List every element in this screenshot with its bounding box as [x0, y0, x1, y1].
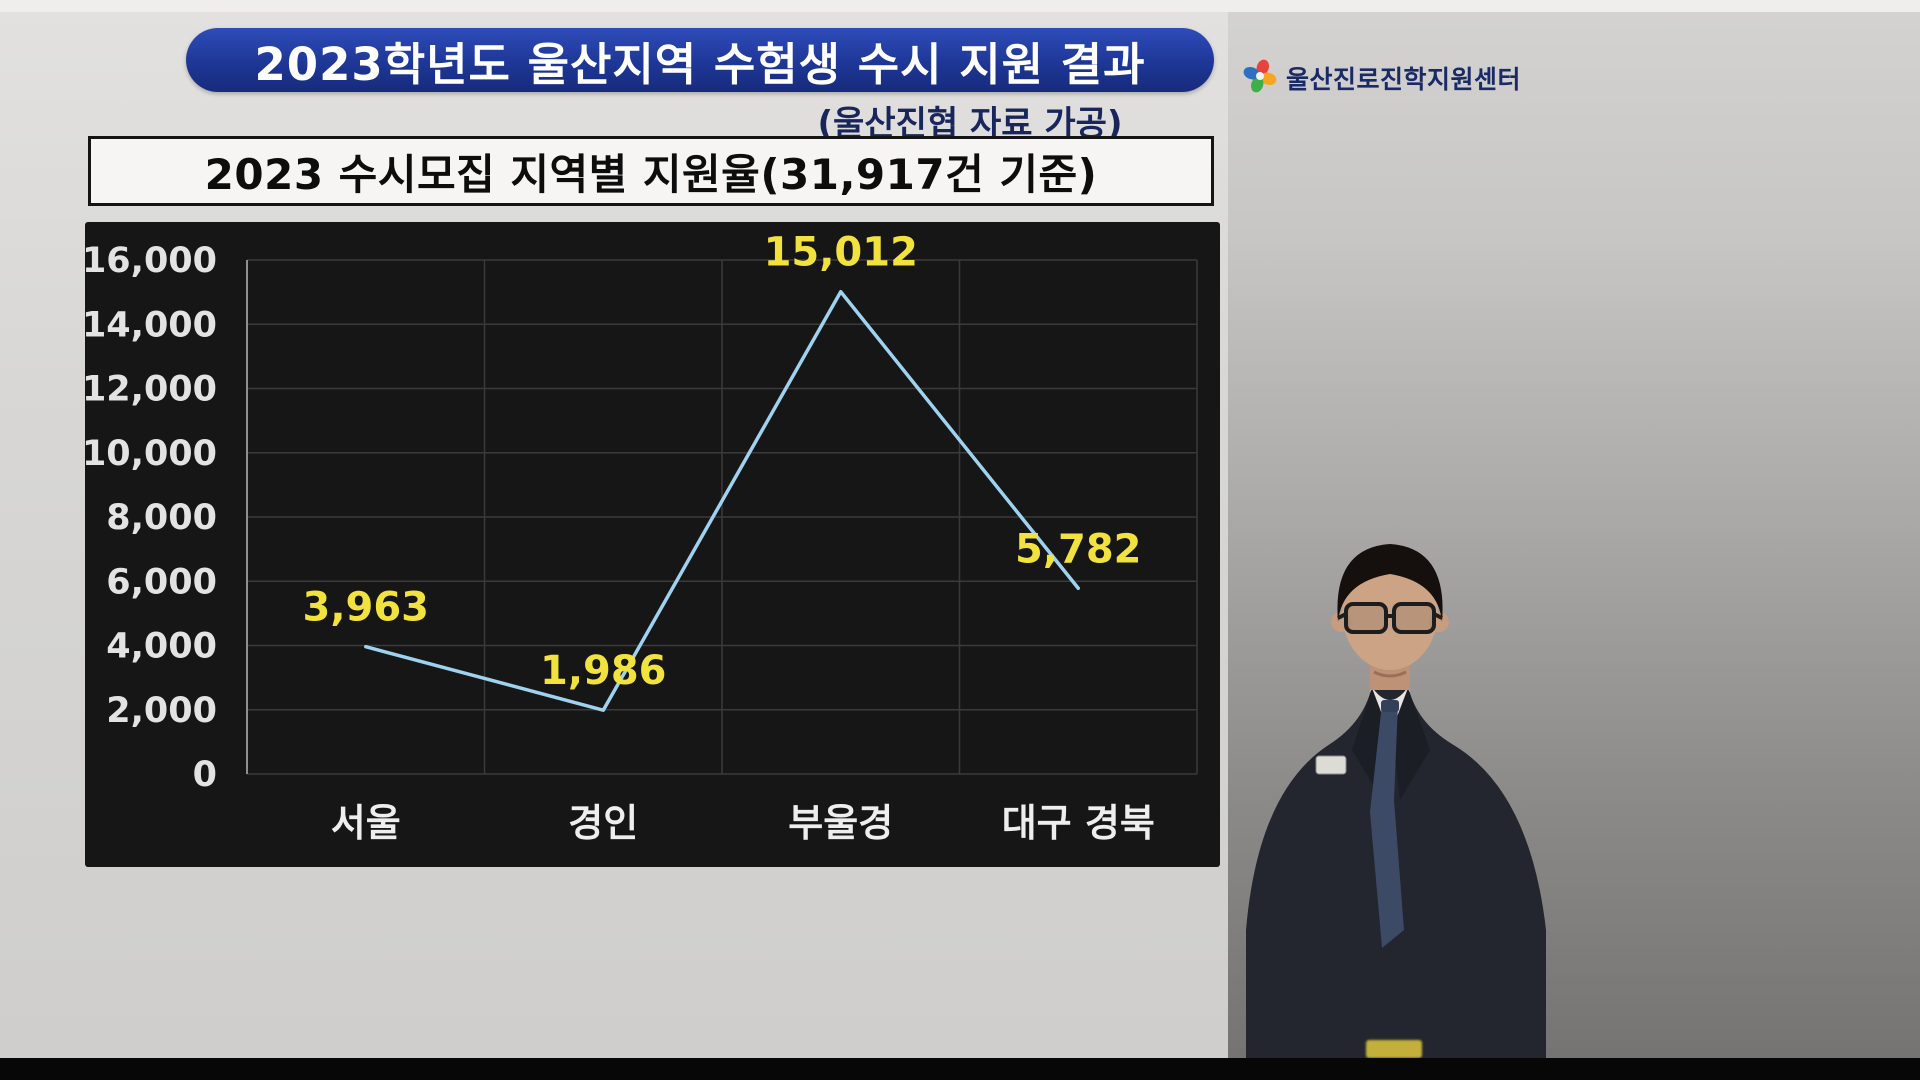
svg-text:대구 경북: 대구 경북 — [1002, 801, 1155, 845]
svg-text:6,000: 6,000 — [106, 562, 217, 602]
svg-text:14,000: 14,000 — [85, 305, 217, 345]
presenter-tie — [1370, 704, 1404, 948]
bottom-edge-bar — [0, 1058, 1920, 1080]
top-edge-strip — [0, 0, 1920, 12]
page-title: 2023학년도 울산지역 수험생 수시 지원 결과 — [254, 37, 1146, 91]
chart-canvas: 0 2,000 4,000 6,000 8,000 10,000 12,000 14,000 1… — [85, 230, 1198, 845]
svg-text:서울: 서울 — [331, 801, 401, 845]
svg-text:8,000: 8,000 — [106, 498, 217, 538]
svg-text:2,000: 2,000 — [106, 691, 217, 731]
svg-text:16,000: 16,000 — [85, 241, 217, 281]
presenter — [1232, 500, 1632, 1058]
svg-text:3,963: 3,963 — [302, 585, 429, 631]
svg-text:10,000: 10,000 — [85, 434, 217, 474]
svg-text:5,782: 5,782 — [1015, 526, 1142, 572]
svg-text:12,000: 12,000 — [85, 370, 217, 410]
svg-text:4,000: 4,000 — [106, 627, 217, 667]
line-chart: 0 2,000 4,000 6,000 8,000 10,000 12,000 14,000 1… — [85, 222, 1220, 867]
svg-text:부울경: 부울경 — [788, 801, 893, 845]
logo-text: 울산진로진학지원센터 — [1286, 65, 1522, 94]
chart-title-box: 2023 수시모집 지역별 지원율(31,917건 기준) — [88, 136, 1214, 206]
svg-text:1,986: 1,986 — [540, 648, 667, 694]
broadcast-watermark — [1366, 1040, 1422, 1058]
logo-flower-icon — [1242, 58, 1278, 98]
presenter-head — [1342, 554, 1438, 670]
presenter-glasses — [1337, 602, 1443, 634]
svg-text:0: 0 — [193, 755, 217, 795]
presenter-hair — [1337, 544, 1443, 622]
title-banner: 2023학년도 울산지역 수험생 수시 지원 결과 — [186, 28, 1214, 92]
center-logo: 울산진로진학지원센터 — [1242, 58, 1521, 98]
svg-text:15,012: 15,012 — [764, 230, 918, 276]
svg-text:경인: 경인 — [568, 801, 638, 845]
chart-title: 2023 수시모집 지역별 지원율(31,917건 기준) — [204, 149, 1098, 199]
presenter-badge — [1315, 755, 1347, 775]
